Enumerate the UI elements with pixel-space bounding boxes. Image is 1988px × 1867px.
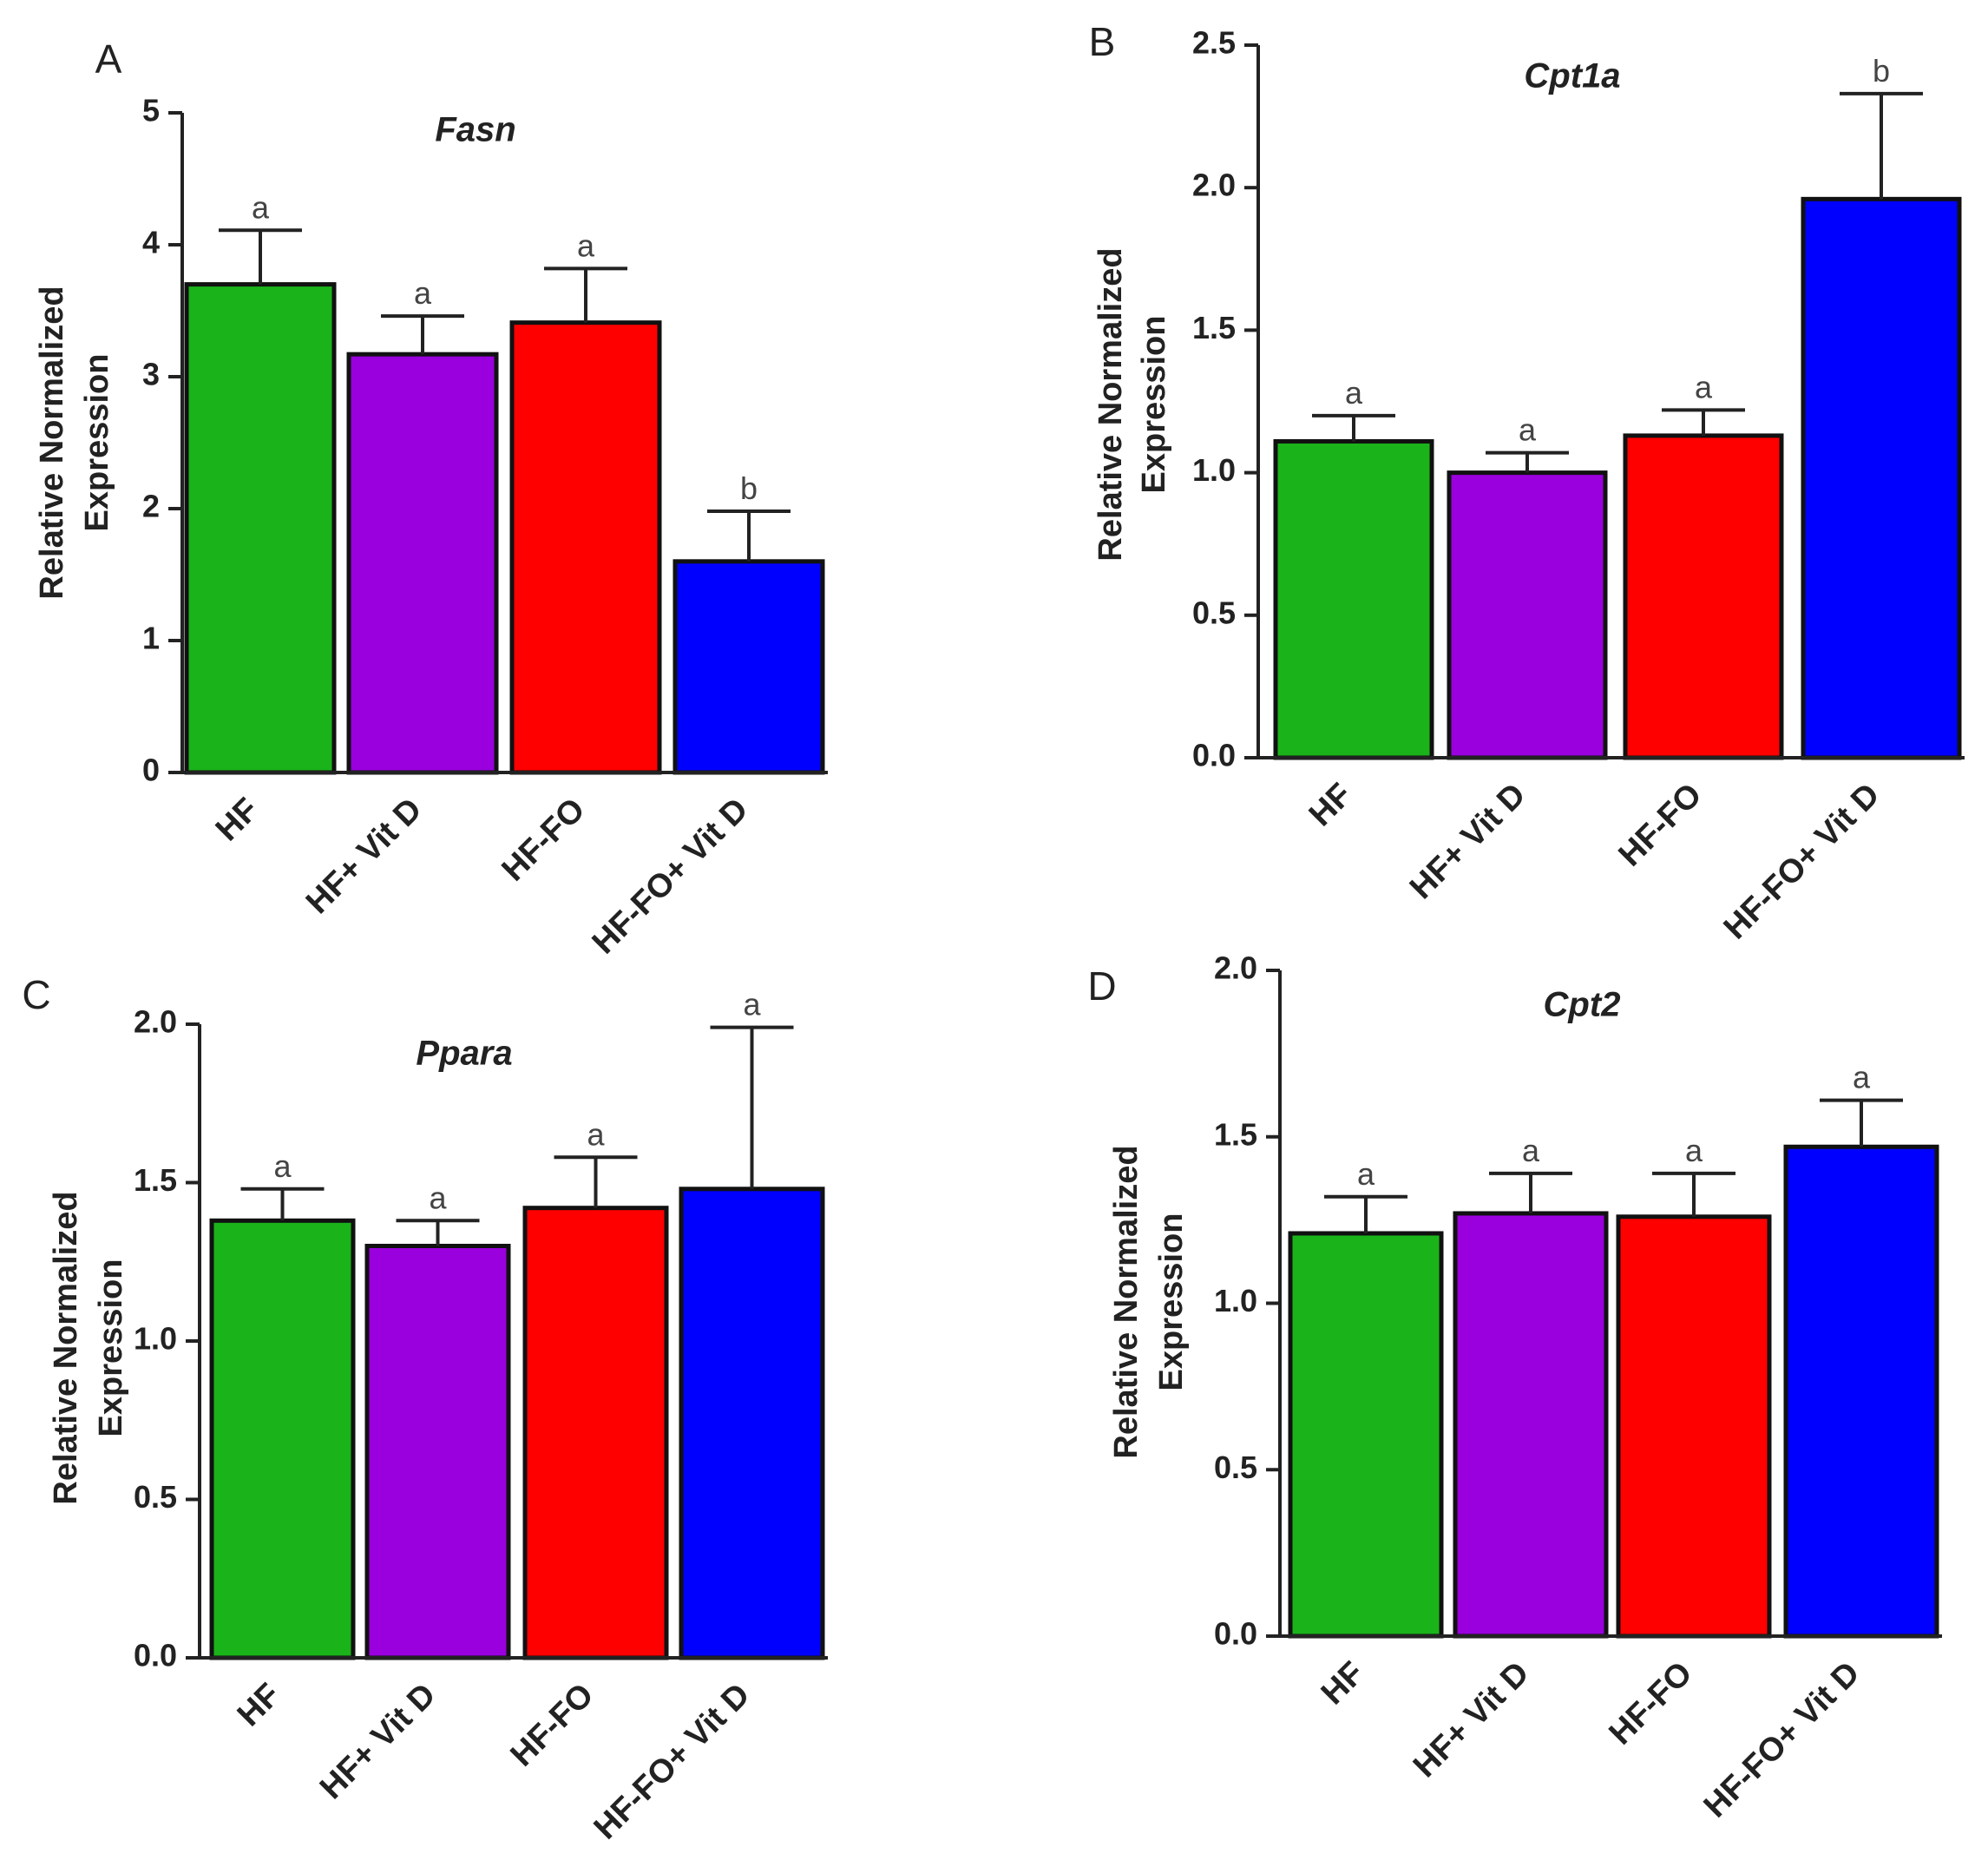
- bar-hf-fo-vit-d: [1783, 1144, 1939, 1639]
- category-label: HF-FO+ Vit D: [586, 792, 756, 962]
- y-tick-label: 1.0: [134, 1321, 177, 1357]
- y-tick-label: 2.5: [1192, 25, 1236, 61]
- category-label: HF: [1315, 1655, 1372, 1713]
- bar-hf-fo-vit-d: [679, 1187, 825, 1660]
- panel-label: B: [1089, 19, 1116, 64]
- category-label: HF-FO+ Vit D: [587, 1677, 758, 1847]
- significance-label: a: [743, 987, 761, 1022]
- y-axis-label: Relative Normalized: [48, 1191, 84, 1504]
- bar-hf: [1288, 1231, 1444, 1639]
- significance-label: a: [1345, 375, 1363, 411]
- significance-label: a: [1853, 1060, 1871, 1095]
- significance-label: a: [1522, 1133, 1540, 1168]
- significance-label: a: [1695, 369, 1713, 404]
- category-label: HF+ Vit D: [299, 792, 429, 921]
- y-tick-label: 1.0: [1192, 452, 1236, 488]
- y-axis-label: Relative Normalized: [34, 286, 70, 599]
- category-label: HF-FO+ Vit D: [1717, 777, 1887, 947]
- y-axis-label: Expression: [93, 1259, 129, 1437]
- y-tick-label: 2: [142, 489, 160, 524]
- bar-hf-fo: [1623, 433, 1784, 760]
- panel-b: B Cpt1a Relative Normalized Expression a HF a H…: [1089, 19, 1965, 946]
- y-tick-label: 1.5: [1214, 1116, 1257, 1152]
- y-tick-label: 1: [142, 621, 160, 656]
- chart-title: Cpt2: [1544, 986, 1621, 1024]
- category-label: HF+ Vit D: [313, 1677, 443, 1806]
- y-tick-label: 2.0: [1214, 950, 1257, 986]
- y-tick-label: 0.5: [134, 1479, 177, 1515]
- y-axis-label: Relative Normalized: [1108, 1145, 1145, 1458]
- chart-title: Fasn: [435, 111, 515, 149]
- significance-label: b: [740, 470, 758, 506]
- y-axis-label: Expression: [1136, 316, 1172, 494]
- y-tick-label: 5: [142, 93, 160, 128]
- significance-label: a: [252, 189, 270, 225]
- y-tick-label: 0.5: [1214, 1450, 1257, 1485]
- significance-label: a: [1685, 1133, 1703, 1168]
- significance-label: b: [1873, 53, 1890, 89]
- category-label: HF: [209, 792, 266, 849]
- y-axis-label: Expression: [79, 354, 115, 532]
- bar-hf-vit-d: [364, 1244, 511, 1660]
- chart-title: Ppara: [416, 1035, 512, 1073]
- panel-d: D Cpt2 Relative Normalized Expression a HF a HF…: [1087, 950, 1942, 1825]
- panel-label: A: [95, 36, 122, 82]
- y-tick-label: 2.0: [1192, 168, 1236, 203]
- category-label: HF+ Vit D: [1407, 1655, 1536, 1785]
- y-axis-label: Expression: [1153, 1213, 1190, 1391]
- significance-label: a: [1357, 1156, 1375, 1192]
- bar-hf: [1273, 438, 1434, 760]
- category-label: HF: [1302, 777, 1360, 834]
- bar-hf-vit-d: [1453, 1211, 1609, 1639]
- y-tick-label: 0.0: [1214, 1616, 1257, 1652]
- significance-label: a: [273, 1148, 292, 1184]
- chart-title: Cpt1a: [1524, 57, 1620, 95]
- bar-hf-fo-vit-d: [673, 559, 825, 775]
- y-tick-label: 0.5: [1192, 595, 1236, 630]
- bar-hf-fo: [522, 1206, 669, 1660]
- category-label: HF-FO: [1612, 777, 1709, 874]
- y-tick-label: 3: [142, 357, 160, 392]
- y-tick-label: 0: [142, 753, 160, 788]
- bar-hf-fo-vit-d: [1801, 196, 1962, 760]
- y-tick-label: 2.0: [134, 1004, 177, 1040]
- significance-label: a: [414, 275, 432, 311]
- category-label: HF+ Vit D: [1403, 777, 1532, 906]
- category-label: HF-FO: [504, 1677, 601, 1774]
- panel-label: C: [22, 972, 50, 1017]
- bar-hf: [184, 282, 337, 775]
- category-label: HF-FO+ Vit D: [1697, 1655, 1867, 1825]
- y-tick-label: 1.5: [134, 1162, 177, 1198]
- y-tick-label: 4: [142, 225, 160, 260]
- panel-a: A Fasn Relative Normalized Expression a HF a HF…: [34, 36, 828, 961]
- significance-label: a: [1519, 412, 1537, 448]
- bar-hf-fo: [1616, 1214, 1772, 1639]
- category-label: HF: [231, 1677, 288, 1734]
- bar-hf: [209, 1218, 356, 1660]
- y-tick-label: 1.5: [1192, 310, 1236, 345]
- bar-hf-fo: [509, 320, 662, 775]
- y-tick-label: 0.0: [1192, 738, 1236, 773]
- bar-hf-vit-d: [346, 352, 499, 775]
- significance-label: a: [587, 1116, 605, 1152]
- y-tick-label: 0.0: [134, 1638, 177, 1673]
- category-label: HF-FO: [495, 792, 593, 889]
- panel-label: D: [1087, 963, 1116, 1009]
- category-label: HF-FO: [1603, 1655, 1700, 1752]
- y-axis-label: Relative Normalized: [1092, 247, 1129, 561]
- y-tick-label: 1.0: [1214, 1283, 1257, 1318]
- panel-c: C Ppara Relative Normalized Expression a HF a H…: [22, 972, 828, 1846]
- significance-label: a: [429, 1180, 447, 1215]
- significance-label: a: [577, 227, 595, 263]
- bar-hf-vit-d: [1447, 470, 1608, 760]
